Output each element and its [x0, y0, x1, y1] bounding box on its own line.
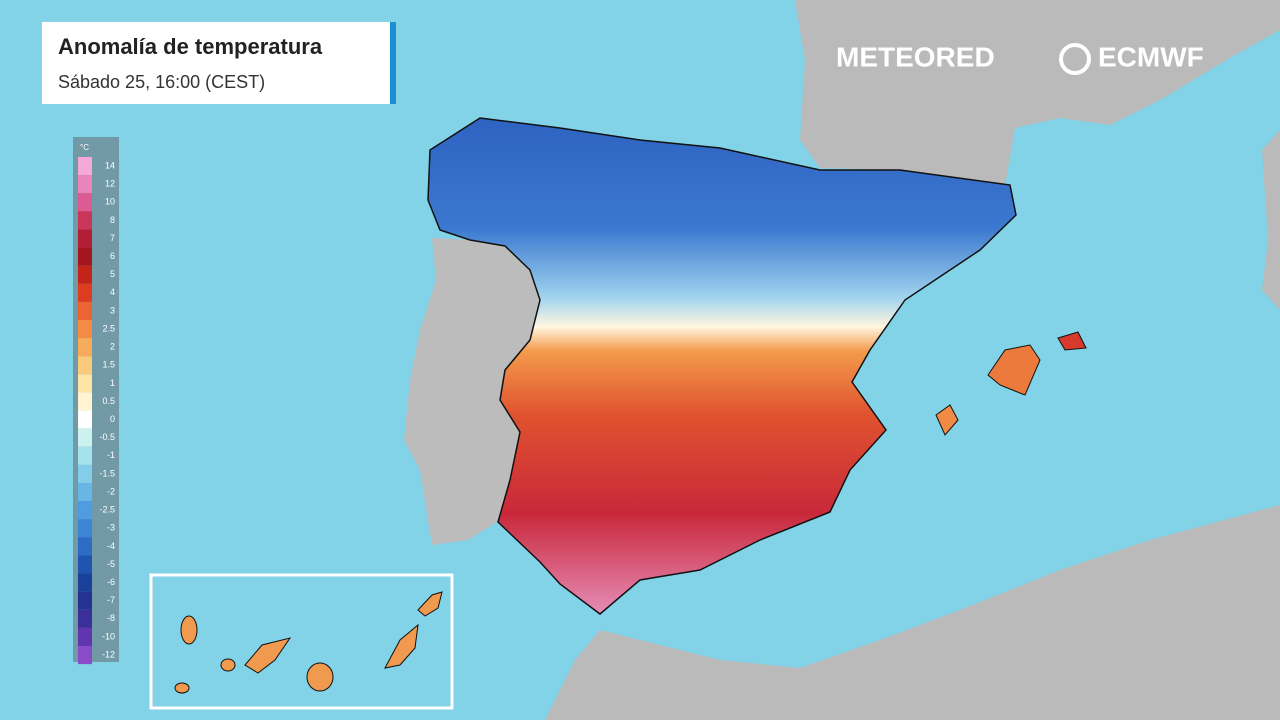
legend-swatch	[78, 211, 92, 230]
france	[795, 0, 1280, 186]
legend-label: 2.5	[102, 323, 115, 333]
legend-swatch	[78, 265, 92, 284]
legend-swatch	[78, 320, 92, 339]
legend-label: 2	[110, 342, 115, 352]
portugal	[404, 238, 540, 545]
legend-label: -10	[102, 631, 115, 641]
legend-swatch	[78, 519, 92, 538]
legend-swatch	[78, 301, 92, 320]
canary-islands	[174, 591, 443, 694]
title: Anomalía de temperatura	[58, 34, 323, 59]
legend-label: -2	[107, 486, 115, 496]
legend-label: -3	[107, 523, 115, 533]
legend-swatch	[78, 446, 92, 465]
legend-label: 0	[110, 414, 115, 424]
legend-label: 10	[105, 197, 115, 207]
legend-label: 3	[110, 305, 115, 315]
legend-swatch	[78, 175, 92, 194]
legend-swatch	[78, 283, 92, 302]
legend-label: 14	[105, 160, 115, 170]
legend-swatch	[78, 356, 92, 375]
mallorca	[987, 344, 1041, 396]
legend-unit: °C	[80, 143, 89, 152]
legend-swatch	[78, 627, 92, 646]
legend-swatch	[78, 609, 92, 628]
legend-swatch	[78, 573, 92, 592]
legend-swatch	[78, 537, 92, 556]
legend-swatch	[78, 483, 92, 502]
menorca	[1057, 331, 1087, 351]
legend: 14 12 10 8 7 6 5 4 3 2.5 2 1.5 1 0.5 0 -0.5 -1 -1.5 -2 -2.5…	[78, 157, 115, 665]
legend-swatch	[78, 157, 92, 176]
legend-label: -4	[107, 541, 115, 551]
legend-swatch	[78, 591, 92, 610]
legend-label: -2.5	[99, 505, 115, 515]
legend-label: -8	[107, 613, 115, 623]
legend-label: -1.5	[99, 468, 115, 478]
legend-label: -5	[107, 559, 115, 569]
legend-label: -0.5	[99, 432, 115, 442]
title-accent	[390, 22, 396, 104]
legend-swatch	[78, 428, 92, 447]
legend-label: 8	[110, 215, 115, 225]
legend-swatch	[78, 338, 92, 357]
legend-label: 5	[110, 269, 115, 279]
legend-swatch	[78, 646, 92, 665]
ibiza	[935, 404, 959, 436]
legend-swatch	[78, 374, 92, 393]
legend-label: 6	[110, 251, 115, 261]
legend-label: 1	[110, 378, 115, 388]
subtitle: Sábado 25, 16:00 (CEST)	[58, 72, 265, 92]
legend-swatch	[78, 392, 92, 411]
legend-label: 1.5	[102, 360, 115, 370]
legend-label: 4	[110, 287, 115, 297]
legend-swatch	[78, 410, 92, 429]
legend-label: -12	[102, 649, 115, 659]
spain	[427, 117, 1017, 615]
legend-swatch	[78, 193, 92, 212]
legend-swatch	[78, 501, 92, 520]
legend-swatch	[78, 464, 92, 483]
legend-swatch	[78, 247, 92, 266]
italy	[1262, 130, 1280, 310]
canary-inset	[149, 573, 454, 710]
legend-label: -7	[107, 595, 115, 605]
legend-swatch	[78, 555, 92, 574]
legend-label: 7	[110, 233, 115, 243]
legend-label: 0.5	[102, 396, 115, 406]
legend-label: -6	[107, 577, 115, 587]
legend-label: 12	[105, 179, 115, 189]
legend-label: -1	[107, 450, 115, 460]
title-box	[42, 22, 392, 104]
logo-meteored: METEORED	[836, 41, 995, 72]
ecmwf-icon	[1059, 43, 1091, 75]
africa	[545, 505, 1280, 720]
logo-ecmwf: ECMWF	[1098, 41, 1204, 72]
legend-swatch	[78, 229, 92, 248]
